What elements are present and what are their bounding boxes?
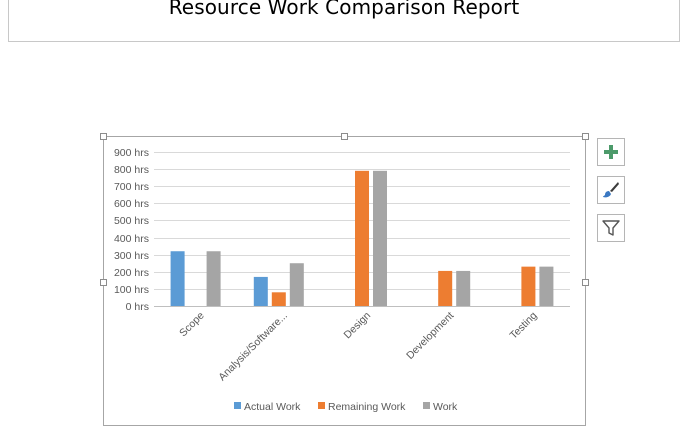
- legend-swatch: [318, 402, 325, 409]
- bar: [456, 270, 471, 306]
- legend-swatch: [234, 402, 241, 409]
- report-title: Resource Work Comparison Report: [168, 0, 520, 19]
- bar: [539, 266, 554, 306]
- y-tick-label: 200 hrs: [114, 267, 149, 279]
- bar: [521, 266, 536, 306]
- resize-handle-top-right[interactable]: [582, 133, 589, 140]
- chart-elements-button[interactable]: [597, 138, 625, 166]
- plus-icon: [604, 145, 618, 159]
- bar: [271, 292, 286, 306]
- report-title-box: Resource Work Comparison Report: [8, 0, 680, 42]
- y-tick-label: 300 hrs: [114, 250, 149, 262]
- resize-handle-top-center[interactable]: [341, 133, 348, 140]
- y-tick-label: 900 hrs: [114, 147, 149, 159]
- bar: [206, 251, 221, 306]
- chart-styles-button[interactable]: [597, 176, 625, 204]
- y-tick-label: 500 hrs: [114, 215, 149, 227]
- x-category-label: Development: [404, 310, 456, 362]
- funnel-icon: [602, 220, 620, 236]
- bar: [253, 276, 268, 306]
- bar: [170, 251, 185, 306]
- y-tick-label: 600 hrs: [114, 198, 149, 210]
- y-tick-label: 700 hrs: [114, 181, 149, 193]
- resize-handle-top-left[interactable]: [100, 133, 107, 140]
- y-tick-label: 100 hrs: [114, 284, 149, 296]
- x-category-label: Scope: [177, 310, 207, 340]
- legend-label: Actual Work: [244, 401, 301, 413]
- y-tick-label: 800 hrs: [114, 164, 149, 176]
- bar: [289, 263, 304, 306]
- paintbrush-icon: [603, 182, 619, 198]
- y-tick-label: 400 hrs: [114, 233, 149, 245]
- x-category-label: Design: [342, 310, 374, 342]
- legend: Actual Work Remaining Work Work: [234, 401, 458, 413]
- y-axis-tick-labels: 0 hrs 100 hrs 200 hrs 300 hrs 400 hrs 500 hrs…: [114, 147, 149, 313]
- bar: [373, 170, 387, 306]
- bar: [438, 270, 453, 306]
- bar-chart: 0 hrs 100 hrs 200 hrs 300 hrs 400 hrs 500 hrs…: [114, 147, 570, 413]
- bar: [355, 170, 369, 306]
- x-category-label: Testing: [508, 310, 540, 342]
- resize-handle-middle-left[interactable]: [100, 279, 107, 286]
- legend-label: Work: [433, 401, 458, 413]
- bars: [170, 170, 554, 306]
- y-tick-label: 0 hrs: [126, 301, 149, 313]
- legend-swatch: [423, 402, 430, 409]
- chart-filters-button[interactable]: [597, 214, 625, 242]
- x-axis-category-labels: Scope Analysis/Software... Design Developme…: [177, 310, 539, 384]
- legend-label: Remaining Work: [328, 401, 406, 413]
- x-category-label: Analysis/Software...: [216, 310, 290, 384]
- resize-handle-middle-right[interactable]: [582, 279, 589, 286]
